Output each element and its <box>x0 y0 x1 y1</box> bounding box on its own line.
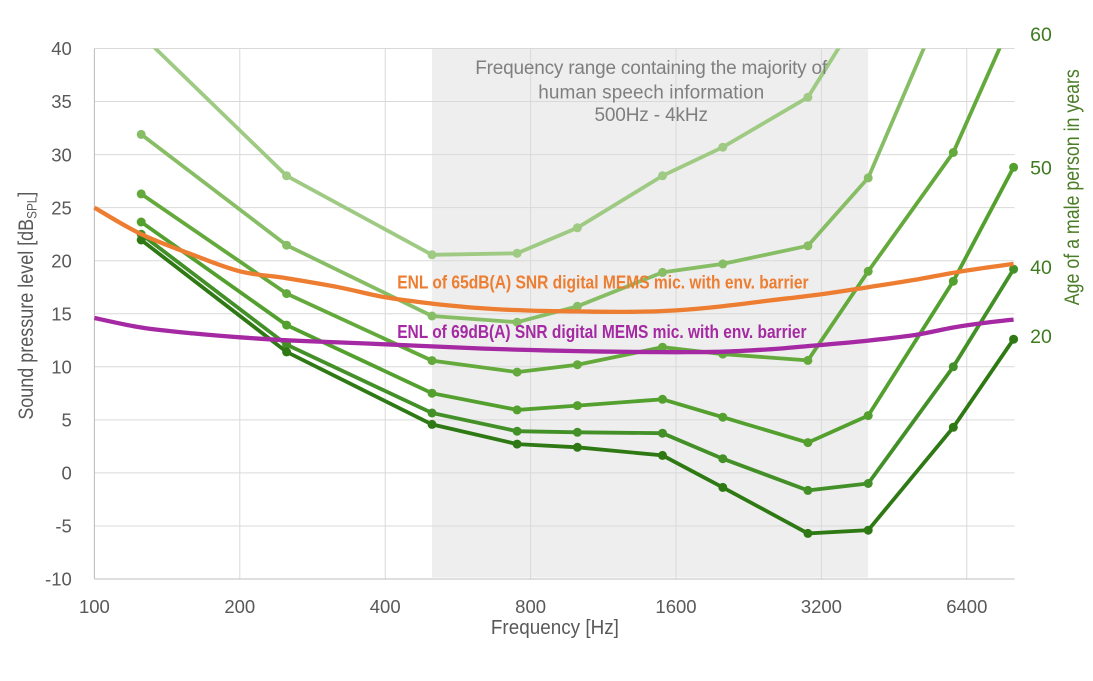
svg-text:1600: 1600 <box>655 596 696 617</box>
svg-text:Frequency [Hz]: Frequency [Hz] <box>491 617 619 639</box>
svg-text:40: 40 <box>1030 257 1052 279</box>
svg-text:Age of a male person in years: Age of a male person in years <box>1060 69 1084 305</box>
svg-text:6400: 6400 <box>946 596 987 617</box>
svg-text:400: 400 <box>370 596 401 617</box>
svg-text:100: 100 <box>79 596 110 617</box>
svg-text:800: 800 <box>515 596 546 617</box>
svg-text:25: 25 <box>51 197 72 218</box>
svg-text:60: 60 <box>1030 24 1052 46</box>
svg-text:35: 35 <box>51 91 72 112</box>
svg-text:Sound pressure level [dBSPL]: Sound pressure level [dBSPL] <box>14 192 40 420</box>
svg-text:200: 200 <box>224 596 255 617</box>
svg-text:20: 20 <box>51 250 72 271</box>
svg-text:5: 5 <box>62 410 72 431</box>
svg-text:10: 10 <box>51 357 72 378</box>
svg-text:20: 20 <box>1030 326 1052 348</box>
svg-text:30: 30 <box>51 144 72 165</box>
svg-text:human speech information: human speech information <box>538 82 764 103</box>
svg-text:-5: -5 <box>55 516 71 537</box>
svg-text:-10: -10 <box>45 569 72 590</box>
svg-text:40: 40 <box>51 38 72 59</box>
svg-text:50: 50 <box>1030 157 1052 179</box>
svg-text:ENL of 69dB(A) SNR digital MEM: ENL of 69dB(A) SNR digital MEMS mic. wit… <box>397 322 806 342</box>
svg-text:3200: 3200 <box>801 596 842 617</box>
svg-text:15: 15 <box>51 303 72 324</box>
svg-text:500Hz - 4kHz: 500Hz - 4kHz <box>594 105 708 126</box>
svg-text:Frequency range containing the: Frequency range containing the majority … <box>475 58 828 79</box>
svg-text:ENL of 65dB(A) SNR digital MEM: ENL of 65dB(A) SNR digital MEMS mic. wit… <box>397 273 808 293</box>
svg-text:0: 0 <box>62 463 72 484</box>
